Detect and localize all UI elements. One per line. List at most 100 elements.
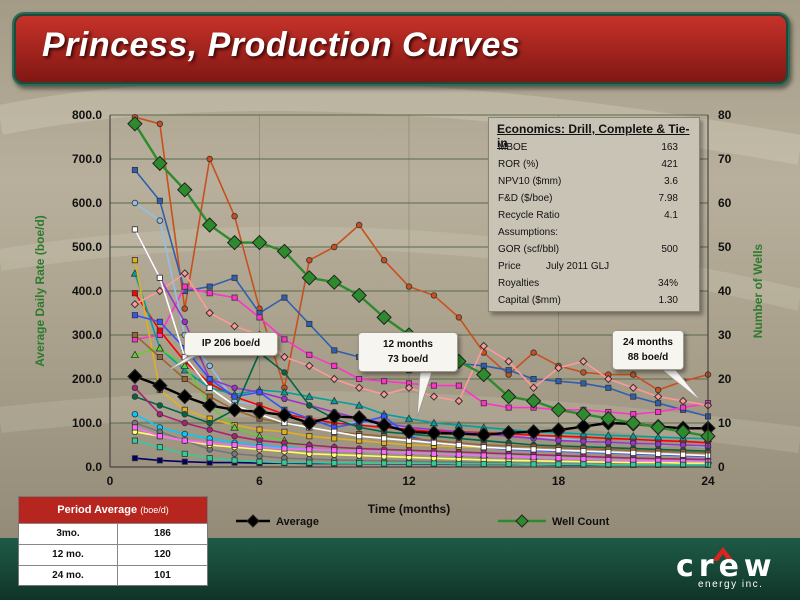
data-point [476,366,492,383]
econ-row-npv: NPV10 ($mm) 3.6 [498,176,688,190]
data-point [155,286,165,296]
data-point [381,460,388,467]
data-point [479,341,488,351]
title-banner: Princess, Production Curves [12,12,790,86]
legend-item: Well Count [498,514,610,528]
data-point [201,397,218,414]
series-line [134,426,709,463]
data-point [580,380,587,387]
data-point [231,212,238,220]
data-point [430,439,437,446]
data-point [206,384,213,391]
data-point [181,419,188,427]
data-point [575,418,592,435]
series-line [134,347,709,462]
data-point [505,460,512,467]
data-point [306,433,313,440]
data-point [127,368,143,385]
data-point [280,352,289,362]
data-point [281,428,288,435]
data-point [555,437,562,444]
data-point [231,450,238,457]
y2-tick-label: 50 [718,240,732,254]
y2-tick-label: 60 [718,196,732,210]
econ-value: 4.1 [664,210,678,221]
data-point [156,402,164,409]
y2-tick-label: 20 [718,372,732,386]
y-tick-label: 400.0 [72,284,102,298]
data-point [131,257,138,264]
data-point [130,350,140,359]
y-tick-label: 200.0 [72,372,102,386]
data-point [231,384,238,391]
m24-callout: 24 months 88 boe/d [612,330,684,370]
data-point [156,457,163,464]
data-point [678,396,688,406]
crew-logo: crew energy inc. [674,547,782,593]
econ-value: 34% [657,278,678,289]
m12-callout-line1: 12 months [382,339,433,350]
data-point [476,427,492,443]
data-point [680,404,687,411]
data-point [555,447,562,454]
data-point [231,433,238,440]
data-point [152,377,168,394]
data-point [480,460,487,467]
data-point [326,274,342,290]
data-point [131,290,138,297]
data-point [256,444,263,451]
y-tick-label: 500.0 [72,240,102,254]
table-row: 24 mo. 101 [19,565,207,586]
data-point [206,455,213,462]
data-point [131,312,138,319]
data-point [156,197,163,204]
data-point [330,396,339,405]
data-point [430,292,438,299]
data-point [281,445,288,452]
data-point [306,320,313,328]
data-point [156,274,163,281]
ip-callout: IP 206 boe/d [184,332,278,356]
data-point [580,448,587,455]
data-point [230,423,239,431]
data-point [555,461,562,468]
y-tick-label: 700.0 [72,152,102,166]
data-point [256,314,263,321]
econ-value: 421 [661,159,678,170]
data-point [679,441,687,449]
data-point [529,383,538,393]
y2-tick-label: 0 [718,460,725,474]
data-point [131,424,138,431]
series-line [134,422,708,466]
series-line [134,229,709,447]
data-point [231,274,238,281]
data-point [156,353,163,361]
econ-value: 1.30 [658,295,678,306]
x-tick-label: 12 [402,474,416,488]
econ-label: GOR (scf/bbl) [498,244,560,255]
economics-title: Economics: Drill, Complete & Tie-in [497,122,690,150]
econ-label: Royalties [498,278,540,289]
data-point [276,243,293,260]
data-point [131,166,138,174]
data-point [231,294,238,301]
data-point [430,450,437,457]
y2-tick-label: 10 [718,416,732,430]
data-point [330,374,339,384]
data-point [550,422,567,438]
data-point [405,283,413,290]
data-point [131,411,139,418]
data-point [404,383,414,393]
econ-row-gor: GOR (scf/bbl) 500 [498,244,688,258]
data-point [376,417,392,433]
data-point [655,408,662,416]
legend-label: Average [276,516,319,528]
data-point [650,419,666,436]
data-point [505,453,512,460]
data-point [629,383,638,393]
data-point [579,357,588,366]
data-point [654,386,662,394]
data-point [679,378,687,385]
data-point [251,404,268,420]
data-point [301,415,318,431]
